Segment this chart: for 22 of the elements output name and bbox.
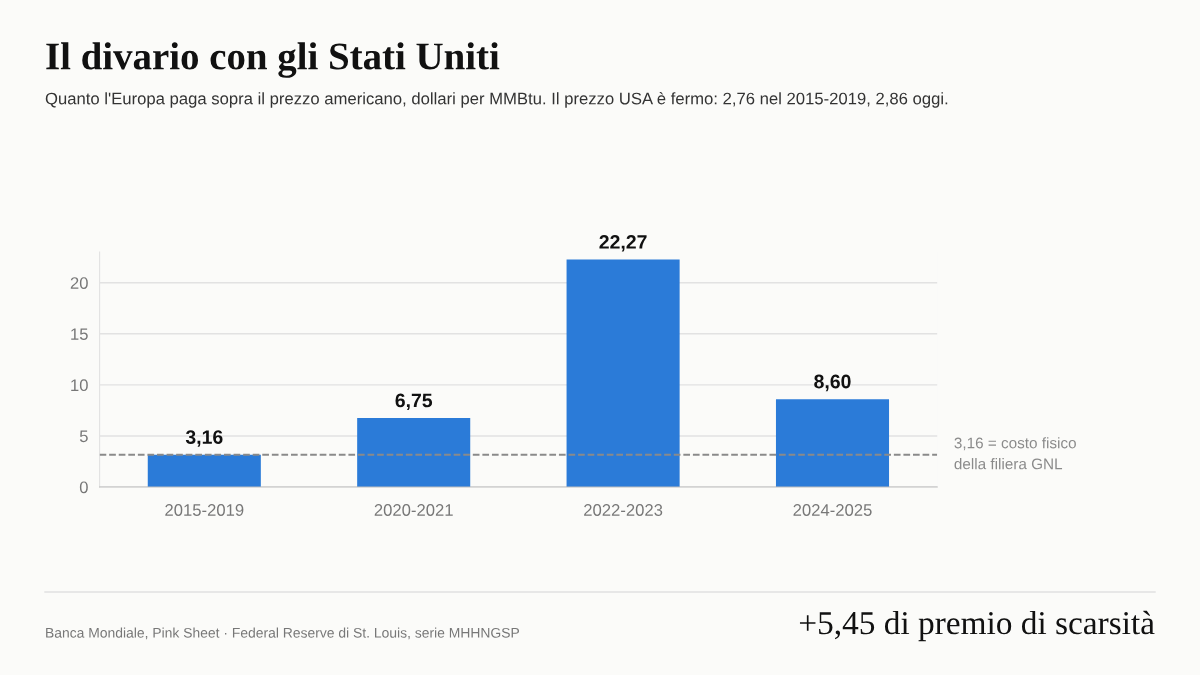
y-tick-label: 0 — [79, 481, 88, 494]
ref-line-label: 3,16 = costo fisico della filiera GNL — [954, 437, 1076, 470]
bar — [147, 454, 261, 488]
y-tick-label: 20 — [70, 277, 88, 289]
y-tick-label: 15 — [71, 328, 88, 341]
text: Banca Mondiale, Pink Sheet · Federal Reserve di St. Louis, serie MHHNGSP — [46, 627, 520, 640]
data-label: 8,60 — [814, 374, 851, 392]
data-label: 3,16 — [185, 430, 223, 447]
x-tick-label: 2020-2021 — [374, 504, 453, 516]
text: +5,45 di premio di scarsità — [799, 610, 1155, 642]
bar — [357, 418, 471, 488]
x-tick-label: 2022-2023 — [584, 504, 663, 516]
bar — [775, 399, 890, 488]
y-tick-label: 10 — [71, 379, 88, 392]
data-label: 22,27 — [599, 235, 647, 252]
chart-title: Il divario con gli Stati Uniti — [46, 42, 500, 78]
data-label: 6,75 — [395, 393, 433, 411]
bar — [566, 259, 680, 488]
x-tick-label: 2015-2019 — [165, 504, 244, 516]
chart-subtitle: Quanto l'Europa paga sopra il prezzo americano, dollari per MMBtu. Il prezzo USA è fermo: 2,76 nel 2015-2019, 2,86 oggi. — [45, 92, 948, 108]
y-tick-label: 5 — [79, 430, 88, 443]
x-tick-label: 2024-2025 — [793, 504, 872, 516]
